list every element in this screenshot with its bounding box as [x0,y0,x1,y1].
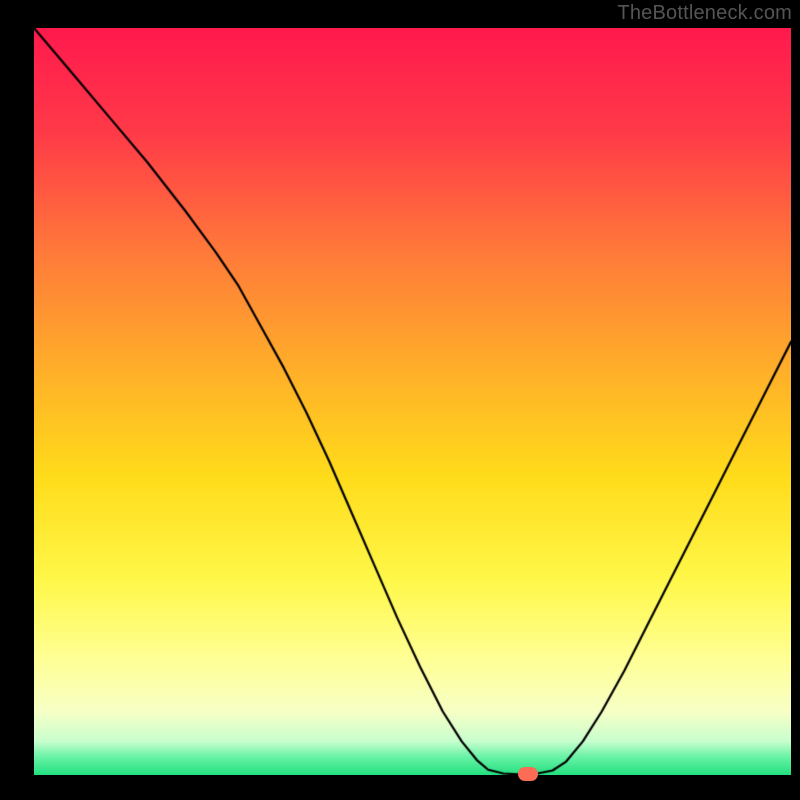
border-bottom [0,775,800,800]
chart-frame: TheBottleneck.com [0,0,800,800]
border-right [791,0,800,800]
watermark-text: TheBottleneck.com [617,2,792,25]
bottleneck-marker [518,767,538,781]
gradient-curve-canvas [34,28,791,775]
border-left [0,0,34,800]
